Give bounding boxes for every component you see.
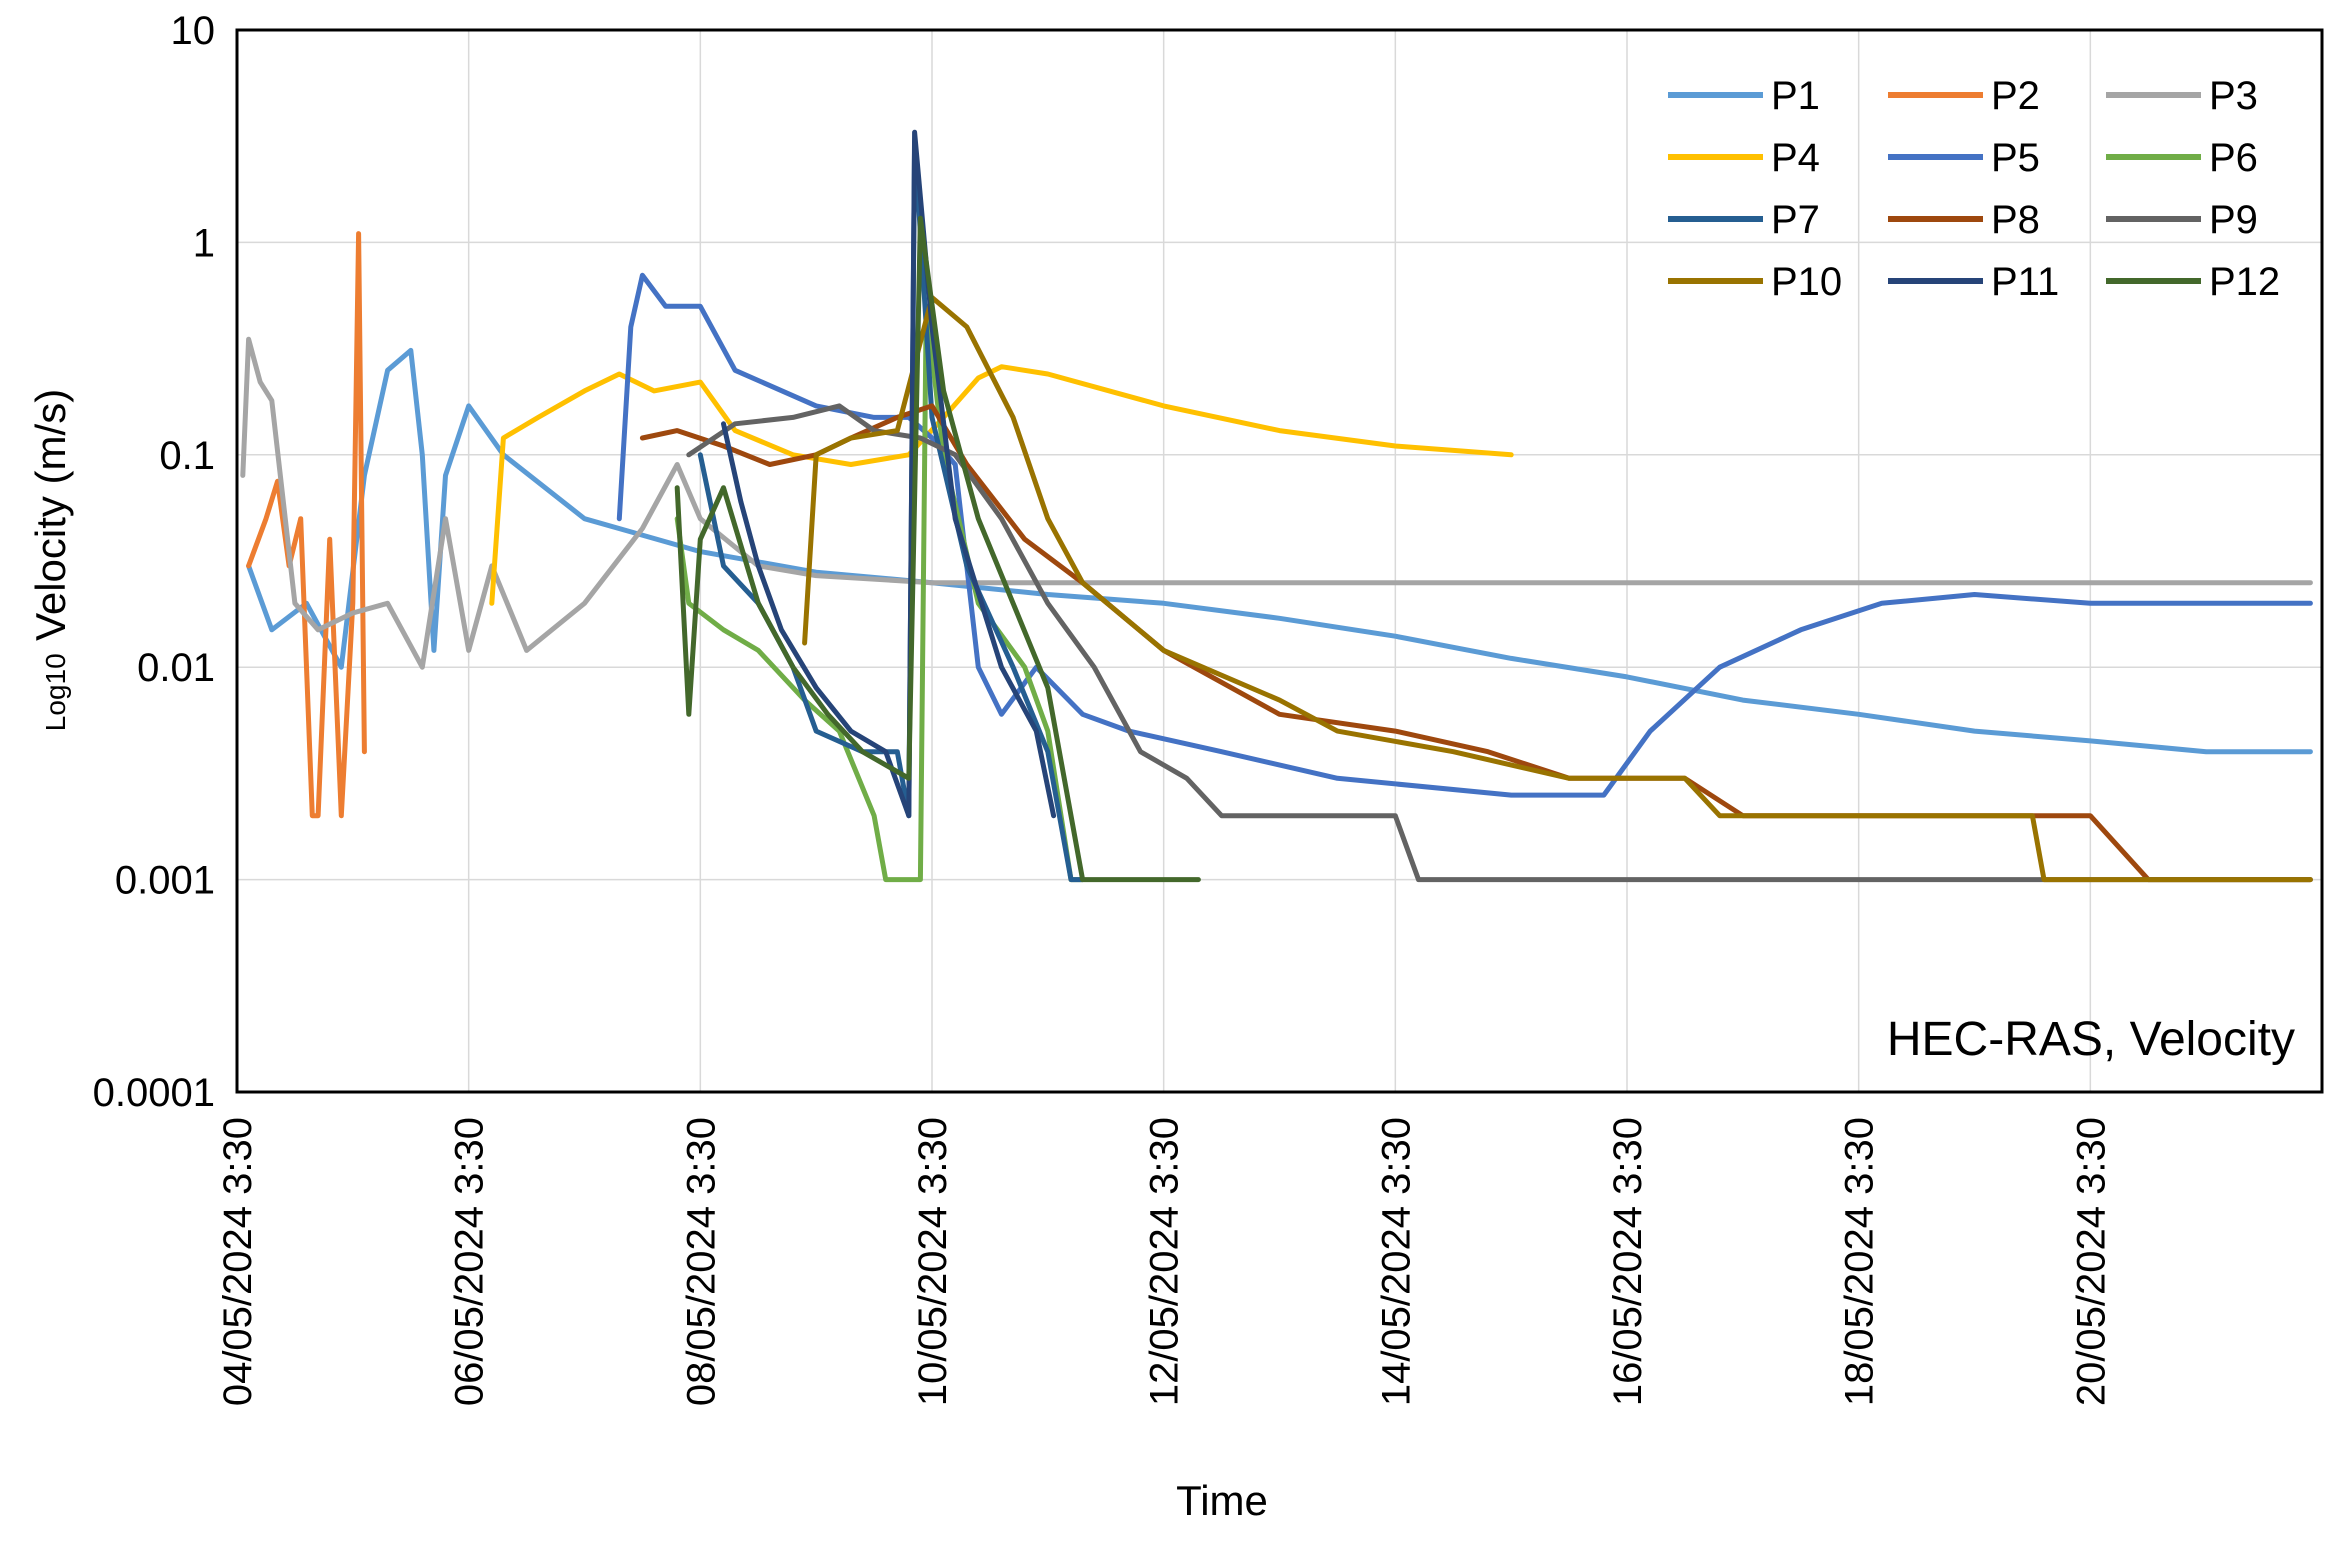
y-tick-label: 10 — [171, 9, 216, 53]
legend-entry-p12: P12 — [2106, 260, 2280, 304]
series-line-p5 — [616, 272, 2313, 798]
x-tick-label: 10/05/2024 3:30 — [911, 1117, 955, 1406]
legend-label: P4 — [1771, 136, 1820, 180]
series-line-p6 — [674, 303, 1086, 883]
legend-entry-p7: P7 — [1668, 198, 1820, 242]
series-line-p3 — [240, 336, 2313, 670]
legend-label: P12 — [2209, 260, 2280, 304]
x-axis-title: Time — [1176, 1477, 1268, 1524]
y-tick-label: 0.001 — [115, 859, 215, 903]
y-axis-title-prefix: Log10 — [40, 653, 71, 731]
y-tick-labels: 10 1 0.1 0.01 0.001 0.0001 — [93, 9, 215, 1115]
legend: P1 P2 P3 P4 P5 P6 P7 P8 P9 P10 P11 P12 — [1668, 74, 2280, 304]
x-tick-label: 16/05/2024 3:30 — [1606, 1117, 1650, 1406]
svg-text:Log10 Velocity (m/s): Log10 Velocity (m/s) — [27, 389, 74, 731]
legend-entry-p10: P10 — [1668, 260, 1842, 304]
legend-entry-p1: P1 — [1668, 74, 1820, 118]
x-tick-label: 06/05/2024 3:30 — [448, 1117, 492, 1406]
x-tick-labels: 04/05/2024 3:30 06/05/2024 3:30 08/05/2024… — [216, 1117, 2113, 1406]
legend-label: P10 — [1771, 260, 1842, 304]
legend-entry-p9: P9 — [2106, 198, 2258, 242]
legend-label: P1 — [1771, 74, 1820, 118]
legend-label: P3 — [2209, 74, 2258, 118]
legend-entry-p6: P6 — [2106, 136, 2258, 180]
x-tick-label: 04/05/2024 3:30 — [216, 1117, 260, 1406]
legend-entry-p11: P11 — [1888, 260, 2059, 304]
x-tick-label: 08/05/2024 3:30 — [679, 1117, 723, 1406]
legend-entry-p8: P8 — [1888, 198, 2040, 242]
y-tick-label: 1 — [193, 221, 215, 265]
chart-annotation: HEC-RAS, Velocity — [1887, 1013, 2295, 1066]
legend-label: P9 — [2209, 198, 2258, 242]
legend-entry-p4: P4 — [1668, 136, 1820, 180]
x-tick-label: 14/05/2024 3:30 — [1374, 1117, 1418, 1406]
x-tick-label: 18/05/2024 3:30 — [1838, 1117, 1882, 1406]
series-line-p11 — [721, 129, 1057, 819]
series-line-p9 — [686, 403, 2313, 883]
legend-label: P5 — [1991, 136, 2040, 180]
legend-label: P2 — [1991, 74, 2040, 118]
y-axis-title: Log10 Velocity (m/s) — [27, 389, 74, 731]
series-line-p10 — [802, 295, 2313, 883]
x-tick-label: 20/05/2024 3:30 — [2069, 1117, 2113, 1406]
legend-entry-p3: P3 — [2106, 74, 2258, 118]
legend-entry-p2: P2 — [1888, 74, 2040, 118]
legend-label: P7 — [1771, 198, 1820, 242]
legend-entry-p5: P5 — [1888, 136, 2040, 180]
legend-label: P8 — [1991, 198, 2040, 242]
grid — [237, 30, 2322, 1092]
y-tick-label: 0.0001 — [93, 1071, 215, 1115]
legend-label: P11 — [1991, 260, 2059, 304]
y-tick-label: 0.1 — [159, 434, 215, 478]
y-axis-title-main: Velocity (m/s) — [27, 389, 74, 641]
series-line-p12 — [674, 215, 1201, 883]
plot-area — [235, 28, 2324, 1094]
series-line-p2 — [246, 231, 367, 819]
series-lines — [240, 129, 2313, 883]
legend-label: P6 — [2209, 136, 2258, 180]
series-line-p4 — [489, 364, 1514, 606]
y-tick-label: 0.01 — [137, 646, 215, 690]
x-tick-label: 12/05/2024 3:30 — [1143, 1117, 1187, 1406]
